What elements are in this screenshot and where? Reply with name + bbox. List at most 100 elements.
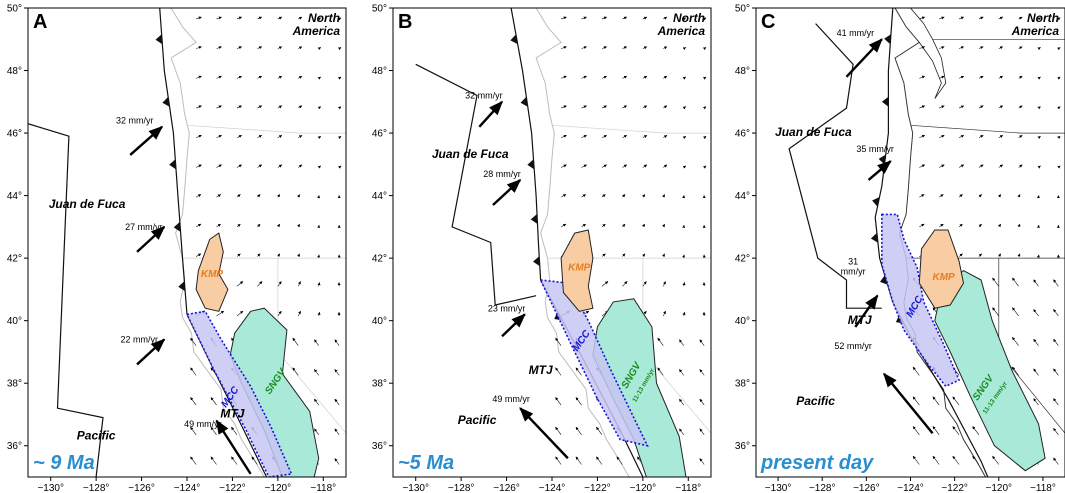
- sngv-block: [934, 269, 1046, 472]
- trench-tooth: [879, 275, 888, 285]
- velocity-arrow: [997, 194, 1002, 198]
- velocity-arrow: [919, 16, 926, 20]
- velocity-arrow: [277, 134, 283, 139]
- lat-tick-label: 40°: [7, 316, 22, 327]
- mcc-block: [880, 213, 961, 388]
- velocity-arrow: [257, 281, 263, 287]
- velocity-arrow: [1037, 135, 1041, 140]
- ridge-boundary: [415, 63, 537, 306]
- velocity-arrow: [236, 194, 241, 198]
- velocity-arrow: [216, 194, 221, 198]
- velocity-arrow: [1012, 277, 1019, 287]
- velocity-arrow: [642, 75, 648, 79]
- velocity-arrow: [560, 164, 567, 168]
- velocity-arrow: [1018, 46, 1023, 50]
- trench-tooth: [162, 96, 170, 107]
- state-border: [551, 124, 711, 134]
- velocity-arrow: [1053, 279, 1059, 287]
- plate-rate-label: 35 mm/yr: [856, 144, 894, 154]
- lat-tick-label: 40°: [735, 316, 750, 327]
- velocity-arrow: [1057, 106, 1061, 110]
- velocity-arrow: [334, 428, 340, 435]
- velocity-arrow: [978, 46, 984, 50]
- velocity-arrow: [972, 455, 980, 465]
- velocity-arrow: [622, 46, 628, 50]
- velocity-arrow: [1017, 194, 1021, 198]
- velocity-arrow: [1053, 309, 1059, 317]
- velocity-arrow: [919, 134, 926, 139]
- lon-tick-label: −120°: [265, 483, 292, 493]
- velocity-arrow: [1033, 338, 1039, 346]
- velocity-arrow: [1037, 76, 1041, 80]
- velocity-arrow: [998, 75, 1004, 79]
- velocity-arrow: [958, 194, 963, 198]
- velocity-arrow: [682, 47, 687, 51]
- velocity-arrow: [939, 105, 945, 109]
- plate-motion-arrow: [215, 419, 252, 475]
- velocity-arrow: [601, 281, 609, 287]
- plate-rate-label: 41 mm/yr: [837, 28, 875, 38]
- lat-tick-label: 44°: [372, 191, 387, 202]
- velocity-arrow: [702, 106, 707, 110]
- velocity-arrow: [195, 134, 202, 139]
- velocity-arrow: [298, 164, 303, 168]
- velocity-arrow: [642, 223, 646, 228]
- velocity-arrow: [317, 282, 321, 287]
- velocity-arrow: [560, 16, 567, 20]
- velocity-arrow: [682, 282, 686, 287]
- velocity-arrow: [642, 253, 646, 257]
- panel-letter: B: [398, 11, 412, 33]
- lon-tick-label: −122°: [584, 483, 611, 493]
- velocity-arrow: [682, 135, 687, 140]
- lat-tick-label: 50°: [7, 4, 22, 15]
- velocity-arrow: [699, 458, 705, 465]
- trench-teeth: [155, 34, 186, 292]
- velocity-arrow: [663, 164, 668, 168]
- velocity-arrow: [1017, 253, 1021, 257]
- lat-tick-label: 38°: [735, 379, 750, 390]
- panel-letter: A: [33, 11, 47, 33]
- velocity-arrow: [195, 105, 202, 109]
- velocity-arrow: [555, 456, 562, 465]
- trench-tooth: [155, 34, 163, 45]
- velocity-arrow: [555, 397, 562, 406]
- velocity-arrow: [277, 46, 283, 50]
- trench-tooth: [527, 159, 535, 170]
- velocity-arrow: [292, 367, 299, 376]
- velocity-arrow: [997, 253, 1002, 257]
- velocity-arrow: [699, 428, 705, 435]
- velocity-arrow: [663, 135, 668, 139]
- velocity-arrow: [257, 16, 263, 20]
- velocity-arrow: [575, 426, 582, 435]
- velocity-arrow: [581, 16, 587, 20]
- age-label: ~ 9 Ma: [33, 452, 95, 474]
- velocity-arrow: [190, 397, 197, 406]
- velocity-arrow: [1053, 457, 1059, 465]
- velocity-arrow: [337, 106, 342, 110]
- trench-tooth: [169, 159, 177, 170]
- velocity-arrow: [297, 253, 300, 257]
- velocity-arrow: [1018, 16, 1023, 20]
- trench-tooth: [881, 96, 889, 107]
- velocity-arrow: [560, 134, 567, 139]
- velocity-arrow: [622, 134, 628, 139]
- north-america-label: North America: [292, 11, 341, 38]
- velocity-arrow: [1018, 135, 1023, 139]
- mtj-label: MTJ: [220, 407, 244, 421]
- lat-tick-label: 42°: [735, 254, 750, 265]
- velocity-arrow: [334, 398, 340, 406]
- velocity-arrow: [1057, 17, 1061, 21]
- velocity-arrow: [236, 134, 242, 139]
- velocity-arrow: [314, 369, 319, 376]
- velocity-arrow: [978, 223, 982, 228]
- velocity-arrow: [555, 367, 562, 376]
- velocity-arrow: [663, 281, 666, 287]
- velocity-arrow: [257, 164, 263, 168]
- plate-motion-arrow: [845, 38, 883, 78]
- velocity-arrow: [1012, 366, 1019, 376]
- velocity-arrow: [555, 426, 562, 435]
- velocity-arrow: [190, 456, 197, 465]
- lon-tick-label: −128°: [809, 483, 836, 493]
- velocity-arrow: [622, 164, 628, 168]
